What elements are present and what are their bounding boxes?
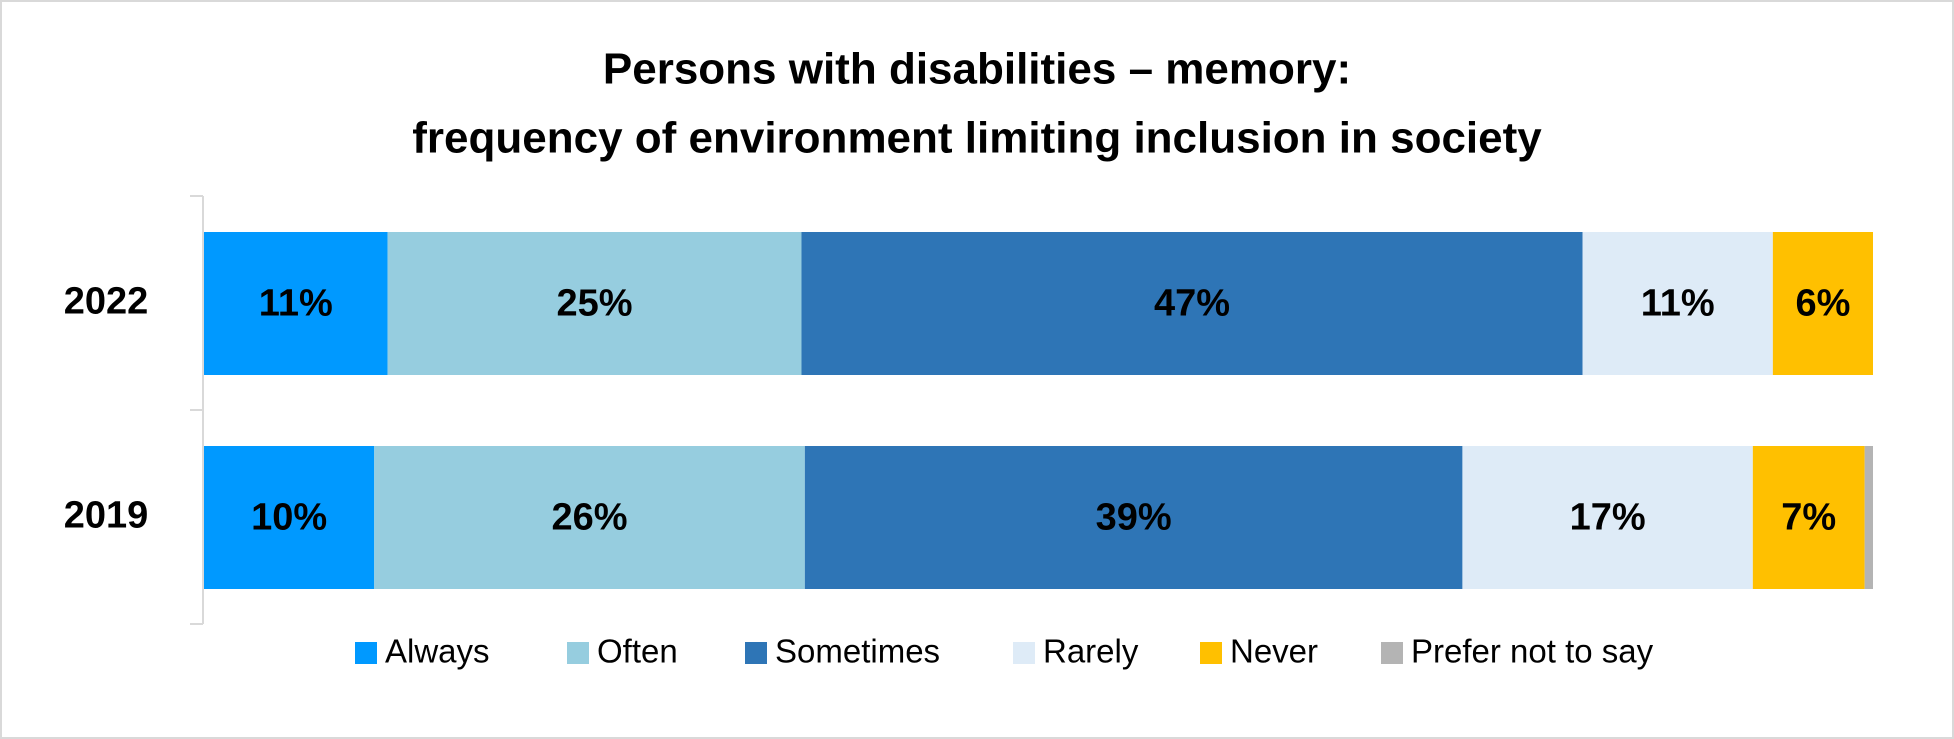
data-label: 17% xyxy=(1570,497,1646,539)
legend-swatch xyxy=(355,642,377,664)
bar-segment xyxy=(1772,232,1873,375)
data-label: 39% xyxy=(1096,497,1172,539)
legend-label: Sometimes xyxy=(775,633,940,670)
bar-segment xyxy=(374,446,805,589)
legend-label: Always xyxy=(385,633,490,670)
data-label: 26% xyxy=(552,497,628,539)
legend-label: Rarely xyxy=(1043,633,1139,670)
legend-swatch xyxy=(1013,642,1035,664)
chart-title: frequency of environment limiting inclus… xyxy=(412,114,1542,163)
category-label: 2019 xyxy=(64,495,149,537)
data-label: 7% xyxy=(1781,497,1836,539)
legend-label: Often xyxy=(597,633,678,670)
legend-label: Never xyxy=(1230,633,1318,670)
legend-swatch xyxy=(1200,642,1222,664)
data-label: 11% xyxy=(1641,283,1715,325)
bar-segment xyxy=(801,232,1583,375)
data-label: 11% xyxy=(259,283,333,325)
bar-segment xyxy=(1582,232,1773,375)
data-label: 10% xyxy=(251,497,327,539)
data-label: 47% xyxy=(1154,283,1230,325)
bar-segment xyxy=(1864,446,1873,589)
legend-swatch xyxy=(1381,642,1403,664)
bar-segment xyxy=(1462,446,1753,589)
legend-swatch xyxy=(567,642,589,664)
data-label: 6% xyxy=(1795,283,1850,325)
category-axis xyxy=(190,195,204,625)
data-label: 25% xyxy=(557,283,633,325)
bar-segment xyxy=(1752,446,1865,589)
bar-segment xyxy=(204,446,375,589)
chart-title: Persons with disabilities – memory: xyxy=(603,45,1351,94)
bar-segment xyxy=(804,446,1463,589)
legend-swatch xyxy=(745,642,767,664)
bar-segment xyxy=(387,232,802,375)
bar-segment xyxy=(204,232,388,375)
category-label: 2022 xyxy=(64,281,149,323)
legend-label: Prefer not to say xyxy=(1411,633,1654,670)
